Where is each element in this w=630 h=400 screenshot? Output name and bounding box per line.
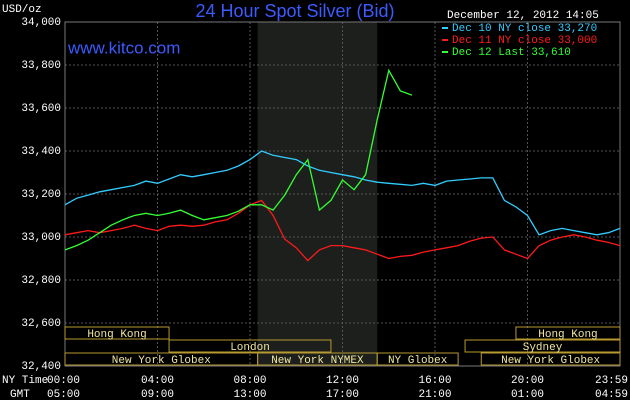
- legend-label: Dec 11 NY close 33,000: [452, 35, 597, 47]
- x-tick-label: 04:00: [141, 375, 174, 387]
- legend-label: Dec 10 NY close 33,270: [452, 23, 597, 35]
- y-tick-label: 32,800: [21, 275, 61, 287]
- session-label: Sydney: [523, 342, 563, 354]
- x-tick-label: 08:00: [233, 375, 266, 387]
- y-tick-label: 33,200: [21, 189, 61, 201]
- y-tick-label: 33,400: [21, 146, 61, 158]
- session-box: [376, 352, 459, 366]
- x-tick-label-gmt: 21:00: [418, 389, 451, 400]
- y-tick-label: 32,400: [21, 361, 61, 373]
- x-tick-label-gmt: 01:00: [511, 389, 544, 400]
- x-tick-label-gmt: 17:00: [326, 389, 359, 400]
- y-unit: USD/oz: [2, 4, 42, 16]
- session-label: New York Globex: [112, 355, 211, 367]
- site-label: www.kitco.com: [67, 38, 180, 57]
- y-tick-label: 33,000: [21, 232, 61, 244]
- y-tick-label: 33,600: [21, 103, 61, 115]
- x-tick-label: 23:59: [595, 375, 628, 387]
- x-tick-label-gmt: 13:00: [233, 389, 266, 400]
- y-tick-label: 32,600: [21, 318, 61, 330]
- date-label: December 12, 2012 14:05: [447, 10, 599, 22]
- x-tick-label: 12:00: [326, 375, 359, 387]
- session-label: London: [230, 342, 270, 354]
- chart-title: 24 Hour Spot Silver (Bid): [195, 1, 394, 21]
- session-box: [480, 352, 621, 366]
- plot-frame: [64, 21, 621, 367]
- session-label: New York Globex: [501, 355, 600, 367]
- x-tick-label-gmt: 04:59: [595, 389, 628, 400]
- x-tick-label: 00:00: [47, 375, 80, 387]
- y-tick-label: 34,000: [21, 17, 61, 29]
- x-tick-label-gmt: 09:00: [141, 389, 174, 400]
- session-label: Hong Kong: [87, 329, 146, 341]
- x-row-label: NY Time: [2, 375, 48, 387]
- x-tick-label: 20:00: [511, 375, 544, 387]
- series-line: [64, 199, 621, 262]
- x-row-label: GMT: [10, 389, 30, 400]
- x-tick-label: 16:00: [418, 375, 451, 387]
- session-box: [168, 339, 332, 353]
- session-box: [464, 339, 621, 353]
- x-tick-label-gmt: 05:00: [47, 389, 80, 400]
- session-label: New York NYMEX: [271, 355, 364, 367]
- series-line: [64, 150, 621, 236]
- session-label: NY Globex: [388, 355, 448, 367]
- legend-label: Dec 12 Last 33,610: [452, 47, 571, 59]
- series-line: [64, 68, 413, 251]
- session-label: Hong Kong: [538, 329, 597, 341]
- session-box: [515, 326, 621, 340]
- session-box: [64, 326, 170, 340]
- y-tick-label: 33,800: [21, 60, 61, 72]
